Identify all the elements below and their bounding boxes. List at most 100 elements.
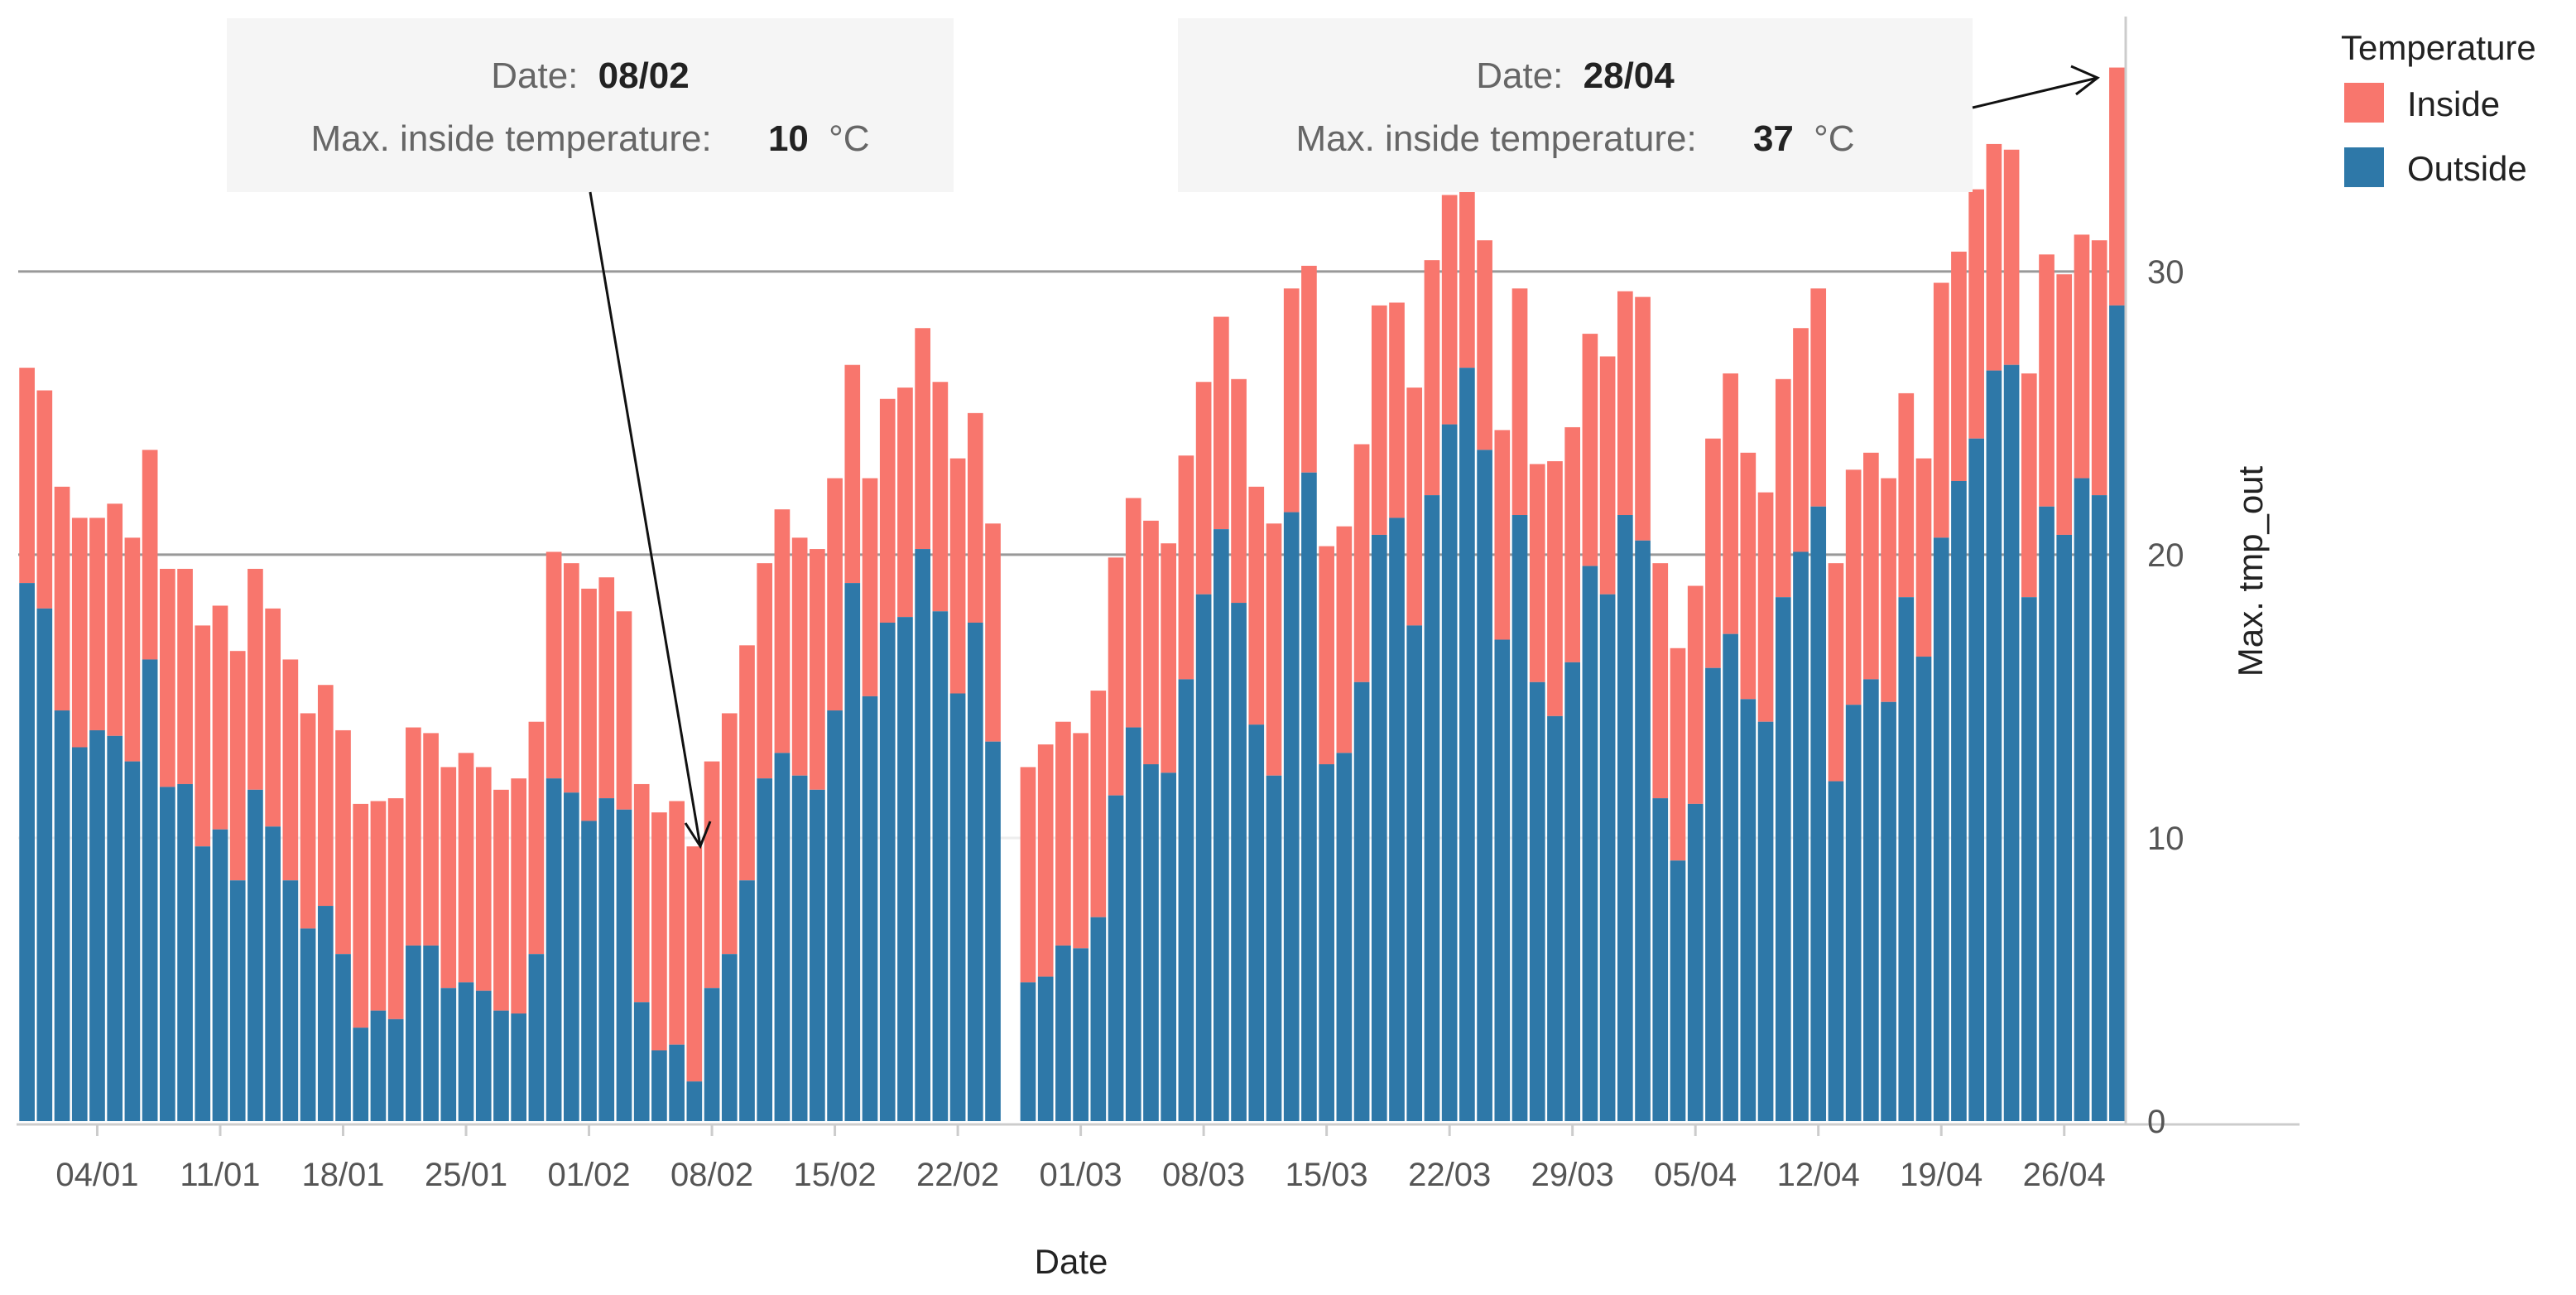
y-tick-label-30: 30: [2147, 254, 2184, 291]
bar-inside-99: [1757, 492, 1774, 722]
bar-inside-64: [1143, 520, 1159, 765]
bar-outside-112: [1986, 370, 2002, 1122]
bar-outside-29: [528, 954, 545, 1121]
bar-inside-0: [19, 368, 35, 584]
bar-outside-3: [71, 747, 88, 1121]
bar-inside-108: [1915, 458, 1932, 657]
bar-inside-34: [616, 611, 632, 810]
bar-outside-108: [1915, 657, 1932, 1121]
bar-inside-102: [1810, 288, 1827, 507]
bar-outside-39: [704, 988, 720, 1121]
bar-outside-60: [1073, 948, 1089, 1121]
bar-inside-11: [212, 605, 228, 830]
bar-inside-35: [633, 783, 650, 1003]
x-tick-label-5: 08/02: [670, 1157, 753, 1193]
annotation-2-date: Date: 28/04: [1476, 55, 1675, 96]
bar-inside-98: [1740, 452, 1757, 700]
bar-inside-70: [1248, 486, 1265, 725]
bar-outside-13: [248, 789, 263, 1121]
x-tick-label-3: 25/01: [425, 1157, 507, 1193]
bar-outside-17: [317, 906, 334, 1121]
bar-inside-47: [844, 364, 861, 584]
bar-inside-43: [774, 509, 791, 753]
bar-inside-75: [1336, 526, 1353, 753]
annotation-1: Date: 08/02 Max. inside temperature: 10 …: [227, 18, 954, 850]
x-tick-label-15: 19/04: [1900, 1157, 1982, 1193]
bar-outside-51: [915, 549, 930, 1121]
bar-outside-10: [195, 846, 211, 1121]
bar-inside-20: [370, 801, 387, 1011]
x-tick-label-0: 04/01: [55, 1157, 138, 1193]
annotation-2-box: [1178, 18, 1973, 192]
bar-outside-54: [967, 622, 983, 1121]
bar-outside-21: [387, 1018, 404, 1121]
bar-inside-66: [1178, 455, 1194, 680]
gridlines: [18, 270, 2126, 840]
bar-inside-15: [282, 659, 299, 881]
bar-outside-90: [1599, 594, 1616, 1121]
bar-outside-105: [1863, 679, 1879, 1121]
bar-inside-82: [1459, 186, 1475, 368]
bar-inside-69: [1231, 378, 1247, 604]
y-tick-label-0: 0: [2147, 1104, 2165, 1140]
bar-outside-15: [282, 880, 299, 1121]
bar-inside-79: [1406, 388, 1423, 626]
x-tick-label-4: 01/02: [547, 1157, 630, 1193]
bar-inside-59: [1055, 721, 1071, 946]
bar-inside-86: [1529, 464, 1545, 682]
bar-outside-119: [2109, 305, 2125, 1121]
bar-outside-106: [1881, 701, 1896, 1121]
bar-outside-72: [1283, 512, 1300, 1121]
bar-outside-20: [370, 1010, 387, 1121]
bar-inside-76: [1353, 444, 1370, 682]
bar-outside-49: [879, 622, 896, 1121]
bar-inside-105: [1863, 452, 1879, 680]
bar-inside-41: [739, 645, 755, 881]
x-tick-label-6: 15/02: [794, 1157, 877, 1193]
bar-outside-67: [1195, 594, 1212, 1121]
bar-inside-117: [2074, 234, 2090, 479]
bar-inside-27: [493, 789, 509, 1011]
bar-inside-8: [160, 569, 175, 787]
bar-outside-80: [1424, 495, 1440, 1121]
bar-inside-2: [54, 486, 70, 711]
bar-outside-83: [1477, 450, 1492, 1121]
bar-outside-104: [1845, 705, 1862, 1121]
bar-outside-109: [1933, 537, 1949, 1121]
bar-inside-110: [1951, 251, 1967, 481]
bar-inside-42: [757, 563, 773, 779]
bar-inside-3: [71, 518, 88, 748]
bar-inside-22: [406, 727, 421, 946]
bar-outside-110: [1951, 480, 1967, 1121]
bar-outside-14: [265, 826, 281, 1121]
bar-inside-87: [1547, 461, 1563, 716]
bar-outside-73: [1301, 472, 1317, 1121]
bar-inside-29: [528, 721, 545, 955]
bar-outside-96: [1705, 667, 1721, 1121]
bar-outside-5: [107, 735, 123, 1121]
bar-outside-75: [1336, 753, 1353, 1121]
bar-outside-77: [1371, 534, 1387, 1121]
bar-inside-91: [1617, 291, 1633, 516]
bar-inside-93: [1652, 563, 1669, 799]
bar-inside-19: [353, 803, 369, 1028]
bar-outside-78: [1389, 518, 1405, 1121]
bar-inside-113: [2003, 149, 2020, 365]
bar-inside-25: [458, 753, 474, 983]
x-tick-label-14: 12/04: [1777, 1157, 1860, 1193]
bar-outside-4: [89, 729, 105, 1121]
bar-outside-12: [229, 880, 246, 1121]
bar-inside-24: [440, 767, 457, 989]
bar-outside-1: [36, 608, 53, 1121]
bar-outside-2: [54, 710, 70, 1121]
bar-inside-4: [89, 518, 105, 730]
annotation-1-date: Date: 08/02: [491, 55, 690, 96]
x-tick-label-10: 15/03: [1286, 1157, 1368, 1193]
bar-outside-24: [440, 988, 457, 1121]
bar-inside-81: [1441, 195, 1458, 425]
bar-outside-76: [1353, 681, 1370, 1121]
annotation-1-temp-value: 10: [768, 118, 809, 159]
bar-outside-64: [1143, 764, 1159, 1121]
bar-inside-23: [423, 733, 439, 946]
